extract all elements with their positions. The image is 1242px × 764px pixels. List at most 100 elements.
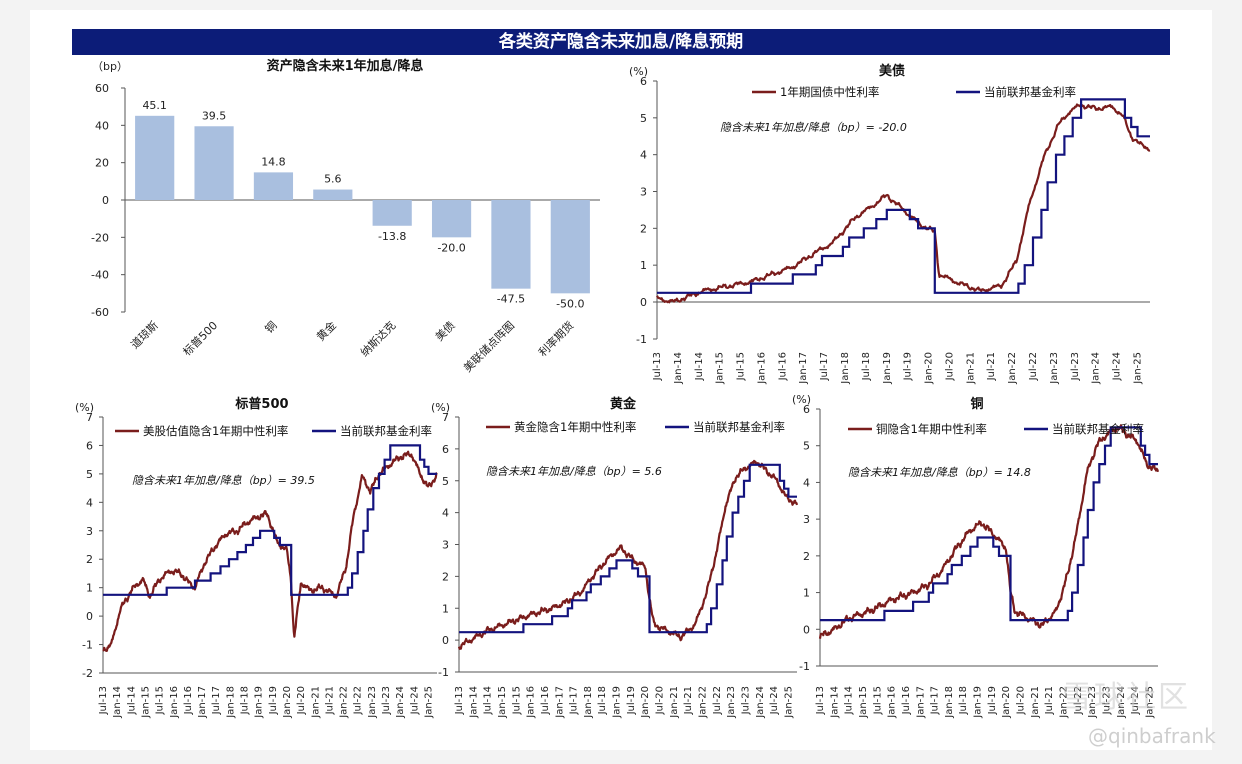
spx-x-tick-label: Jan-23: [367, 686, 378, 719]
ust-x-tick-label: Jul-22: [1028, 352, 1039, 381]
bar-y-tick-label: 20: [95, 157, 109, 170]
bar-0: [135, 115, 175, 200]
ust-y-tick-label: 4: [640, 149, 647, 162]
copper-x-tick-label: Jul-18: [958, 686, 969, 715]
copper-x-tick-label: Jul-22: [1073, 686, 1084, 715]
gold-x-tick-label: Jan-24: [755, 686, 766, 719]
gold-x-tick-label: Jan-20: [640, 686, 651, 719]
bar-value-label: 5.6: [324, 173, 342, 186]
bar-value-label: -20.0: [437, 241, 465, 254]
copper-x-tick-label: Jan-23: [1087, 686, 1098, 719]
gold-fed-series-line: [459, 463, 797, 634]
gold-x-tick-label: Jul-22: [712, 686, 723, 715]
copper-x-tick-label: Jan-16: [887, 686, 898, 719]
copper-x-tick-label: Jul-21: [1044, 686, 1055, 715]
copper-y-tick-label: 0: [803, 623, 810, 636]
gold-annotation: 隐含未来1年加息/降息（bp）= 5.6: [486, 465, 662, 478]
spx-x-tick-label: Jan-25: [424, 686, 435, 719]
copper-x-tick-label: Jan-18: [944, 686, 955, 719]
bar-7: [550, 200, 590, 294]
spx-y-tick-label: 2: [86, 553, 93, 566]
spx-x-tick-label: Jan-20: [282, 686, 293, 719]
gold-y-tick-label: 0: [442, 634, 449, 647]
ust-x-tick-label: Jan-17: [798, 352, 809, 385]
copper-x-tick-label: Jul-15: [872, 686, 883, 715]
ust-x-tick-label: Jul-13: [652, 352, 663, 381]
spx-x-tick-label: Jan-21: [310, 686, 321, 719]
bar-y-tick-label: -40: [91, 269, 109, 282]
ust-x-tick-label: Jan-19: [882, 352, 893, 385]
gold-x-tick-label: Jan-14: [468, 686, 479, 719]
bar-value-label: -47.5: [497, 293, 525, 306]
copper-y-tick-label: 1: [803, 587, 810, 600]
bar-y-tick-label: -20: [91, 231, 109, 244]
ust-legend-implied-label: 1年期国债中性利率: [780, 85, 879, 99]
bar-chart-unit: （bp）: [92, 60, 128, 73]
gold-y-tick-label: 4: [442, 507, 449, 520]
spx-x-tick-label: Jul-19: [268, 686, 279, 715]
ust-annotation: 隐含未来1年加息/降息（bp）= -20.0: [720, 121, 907, 134]
copper-implied-series-line: [818, 424, 1160, 639]
gold-x-tick-label: Jul-20: [655, 686, 666, 715]
ust-x-tick-label: Jan-21: [965, 352, 976, 385]
copper-x-tick-label: Jul-23: [1101, 686, 1112, 715]
ust-x-tick-label: Jan-16: [756, 352, 767, 385]
copper-legend-implied-label: 铜隐含1年期中性利率: [876, 422, 987, 436]
gold-x-tick-label: Jan-19: [612, 686, 623, 719]
spx-x-tick-label: Jan-18: [225, 686, 236, 719]
gold-y-tick-label: 5: [442, 475, 449, 488]
bar-1: [194, 126, 234, 200]
spx-x-tick-label: Jan-14: [112, 686, 123, 719]
copper-x-tick-label: Jul-17: [930, 686, 941, 715]
gold-x-tick-label: Jul-13: [454, 686, 465, 715]
copper-x-tick-label: Jan-25: [1144, 686, 1155, 719]
spx-x-tick-label: Jan-22: [339, 686, 350, 719]
gold-y-tick-label-min: -1: [438, 666, 449, 679]
bar-value-label: -50.0: [556, 297, 584, 310]
spx-y-tick-label: 7: [86, 411, 93, 424]
gold-x-tick-label: Jan-21: [669, 686, 680, 719]
copper-x-tick-label: Jan-22: [1058, 686, 1069, 719]
ust-x-tick-label: Jan-20: [924, 352, 935, 385]
spx-x-tick-label: Jul-24: [409, 686, 420, 715]
copper-y-tick-label: 5: [803, 440, 810, 453]
spx-x-tick-label: Jul-21: [324, 686, 335, 715]
spx-y-tick-label: 4: [86, 496, 93, 509]
spx-y-tick-label: -2: [82, 667, 93, 680]
spx-x-tick-label: Jul-16: [183, 686, 194, 715]
ust-y-tick-label: 2: [640, 222, 647, 235]
gold-x-tick-label: Jan-22: [697, 686, 708, 719]
ust-y-tick-label: 6: [640, 75, 647, 88]
bar-value-label: 45.1: [142, 99, 167, 112]
spx-y-tick-label: 3: [86, 525, 93, 538]
bar-value-label: -13.8: [378, 230, 406, 243]
copper-y-tick-label-min: -1: [799, 660, 810, 673]
ust-x-tick-label: Jan-25: [1132, 352, 1143, 385]
copper-x-tick-label: Jul-20: [1016, 686, 1027, 715]
gold-x-tick-label: Jul-15: [511, 686, 522, 715]
copper-x-tick-label: Jan-15: [858, 686, 869, 719]
ust-x-tick-label: Jul-21: [986, 352, 997, 381]
ust-x-tick-label: Jan-24: [1091, 352, 1102, 385]
bar-4: [372, 200, 412, 226]
gold-y-tick-label: 7: [442, 411, 449, 424]
spx-x-tick-label: Jan-17: [197, 686, 208, 719]
spx-x-tick-label: Jul-13: [98, 686, 109, 715]
ust-y-tick-label: 3: [640, 186, 647, 199]
ust-title: 美债: [879, 63, 905, 79]
ust-x-tick-label: Jul-24: [1112, 352, 1123, 381]
gold-y-tick-label: 3: [442, 539, 449, 552]
gold-x-tick-label: Jul-18: [597, 686, 608, 715]
spx-x-tick-label: Jul-14: [126, 686, 137, 715]
copper-x-tick-label: Jan-21: [1030, 686, 1041, 719]
ust-fed-series-line: [657, 98, 1150, 294]
ust-legend-fed-label: 当前联邦基金利率: [984, 85, 1076, 99]
copper-x-tick-label: Jan-24: [1116, 686, 1127, 719]
watermark-logo-text: 雪球社区: [1062, 680, 1190, 715]
ust-x-tick-label: Jul-23: [1070, 352, 1081, 381]
copper-x-tick-label: Jul-14: [844, 686, 855, 715]
ust-x-tick-label: Jan-22: [1007, 352, 1018, 385]
spx-x-tick-label: Jul-23: [381, 686, 392, 715]
